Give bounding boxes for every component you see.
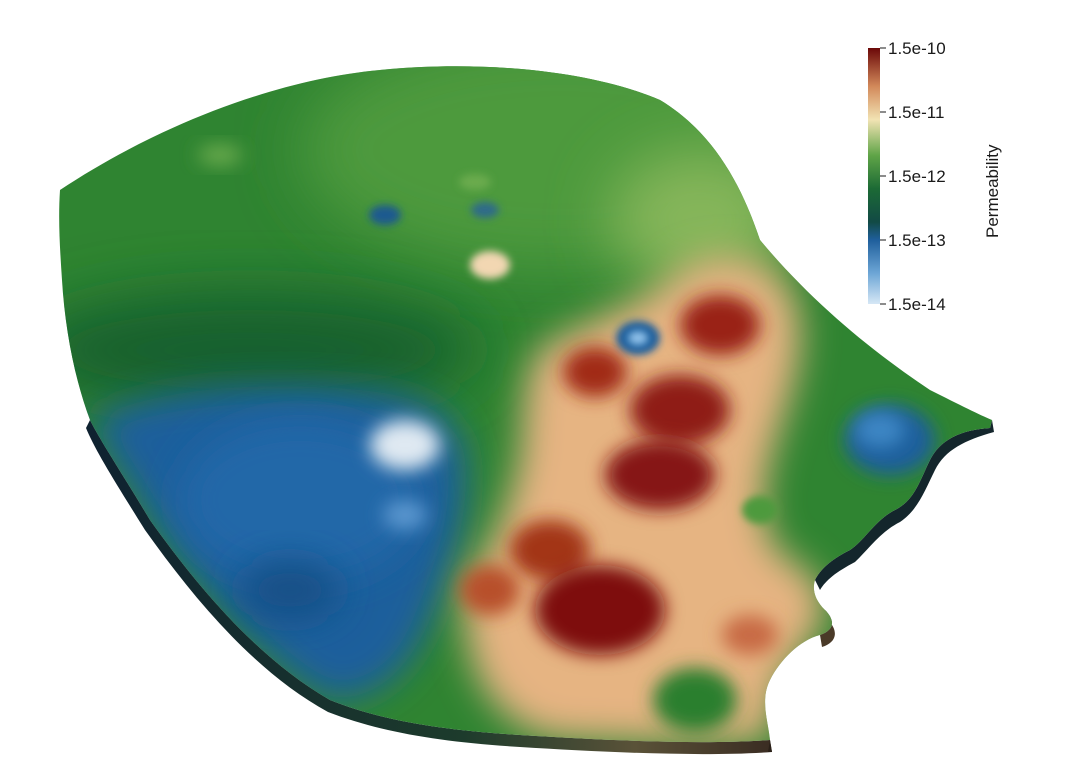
colorbar-tick-label: 1.5e-10 [888, 39, 946, 58]
colorbar-title: Permeability [983, 144, 1002, 238]
colorbar-tick-label: 1.5e-11 [888, 103, 945, 122]
colorbar-tick-label: 1.5e-12 [888, 167, 946, 186]
colorbar-labels: 1.5e-10 1.5e-11 1.5e-12 1.5e-13 1.5e-14 … [860, 40, 1060, 320]
colorbar-tick-label: 1.5e-13 [888, 231, 946, 250]
colorbar-tick-label: 1.5e-14 [888, 295, 946, 314]
colorbar [868, 47, 886, 305]
colorbar-gradient [868, 48, 880, 304]
